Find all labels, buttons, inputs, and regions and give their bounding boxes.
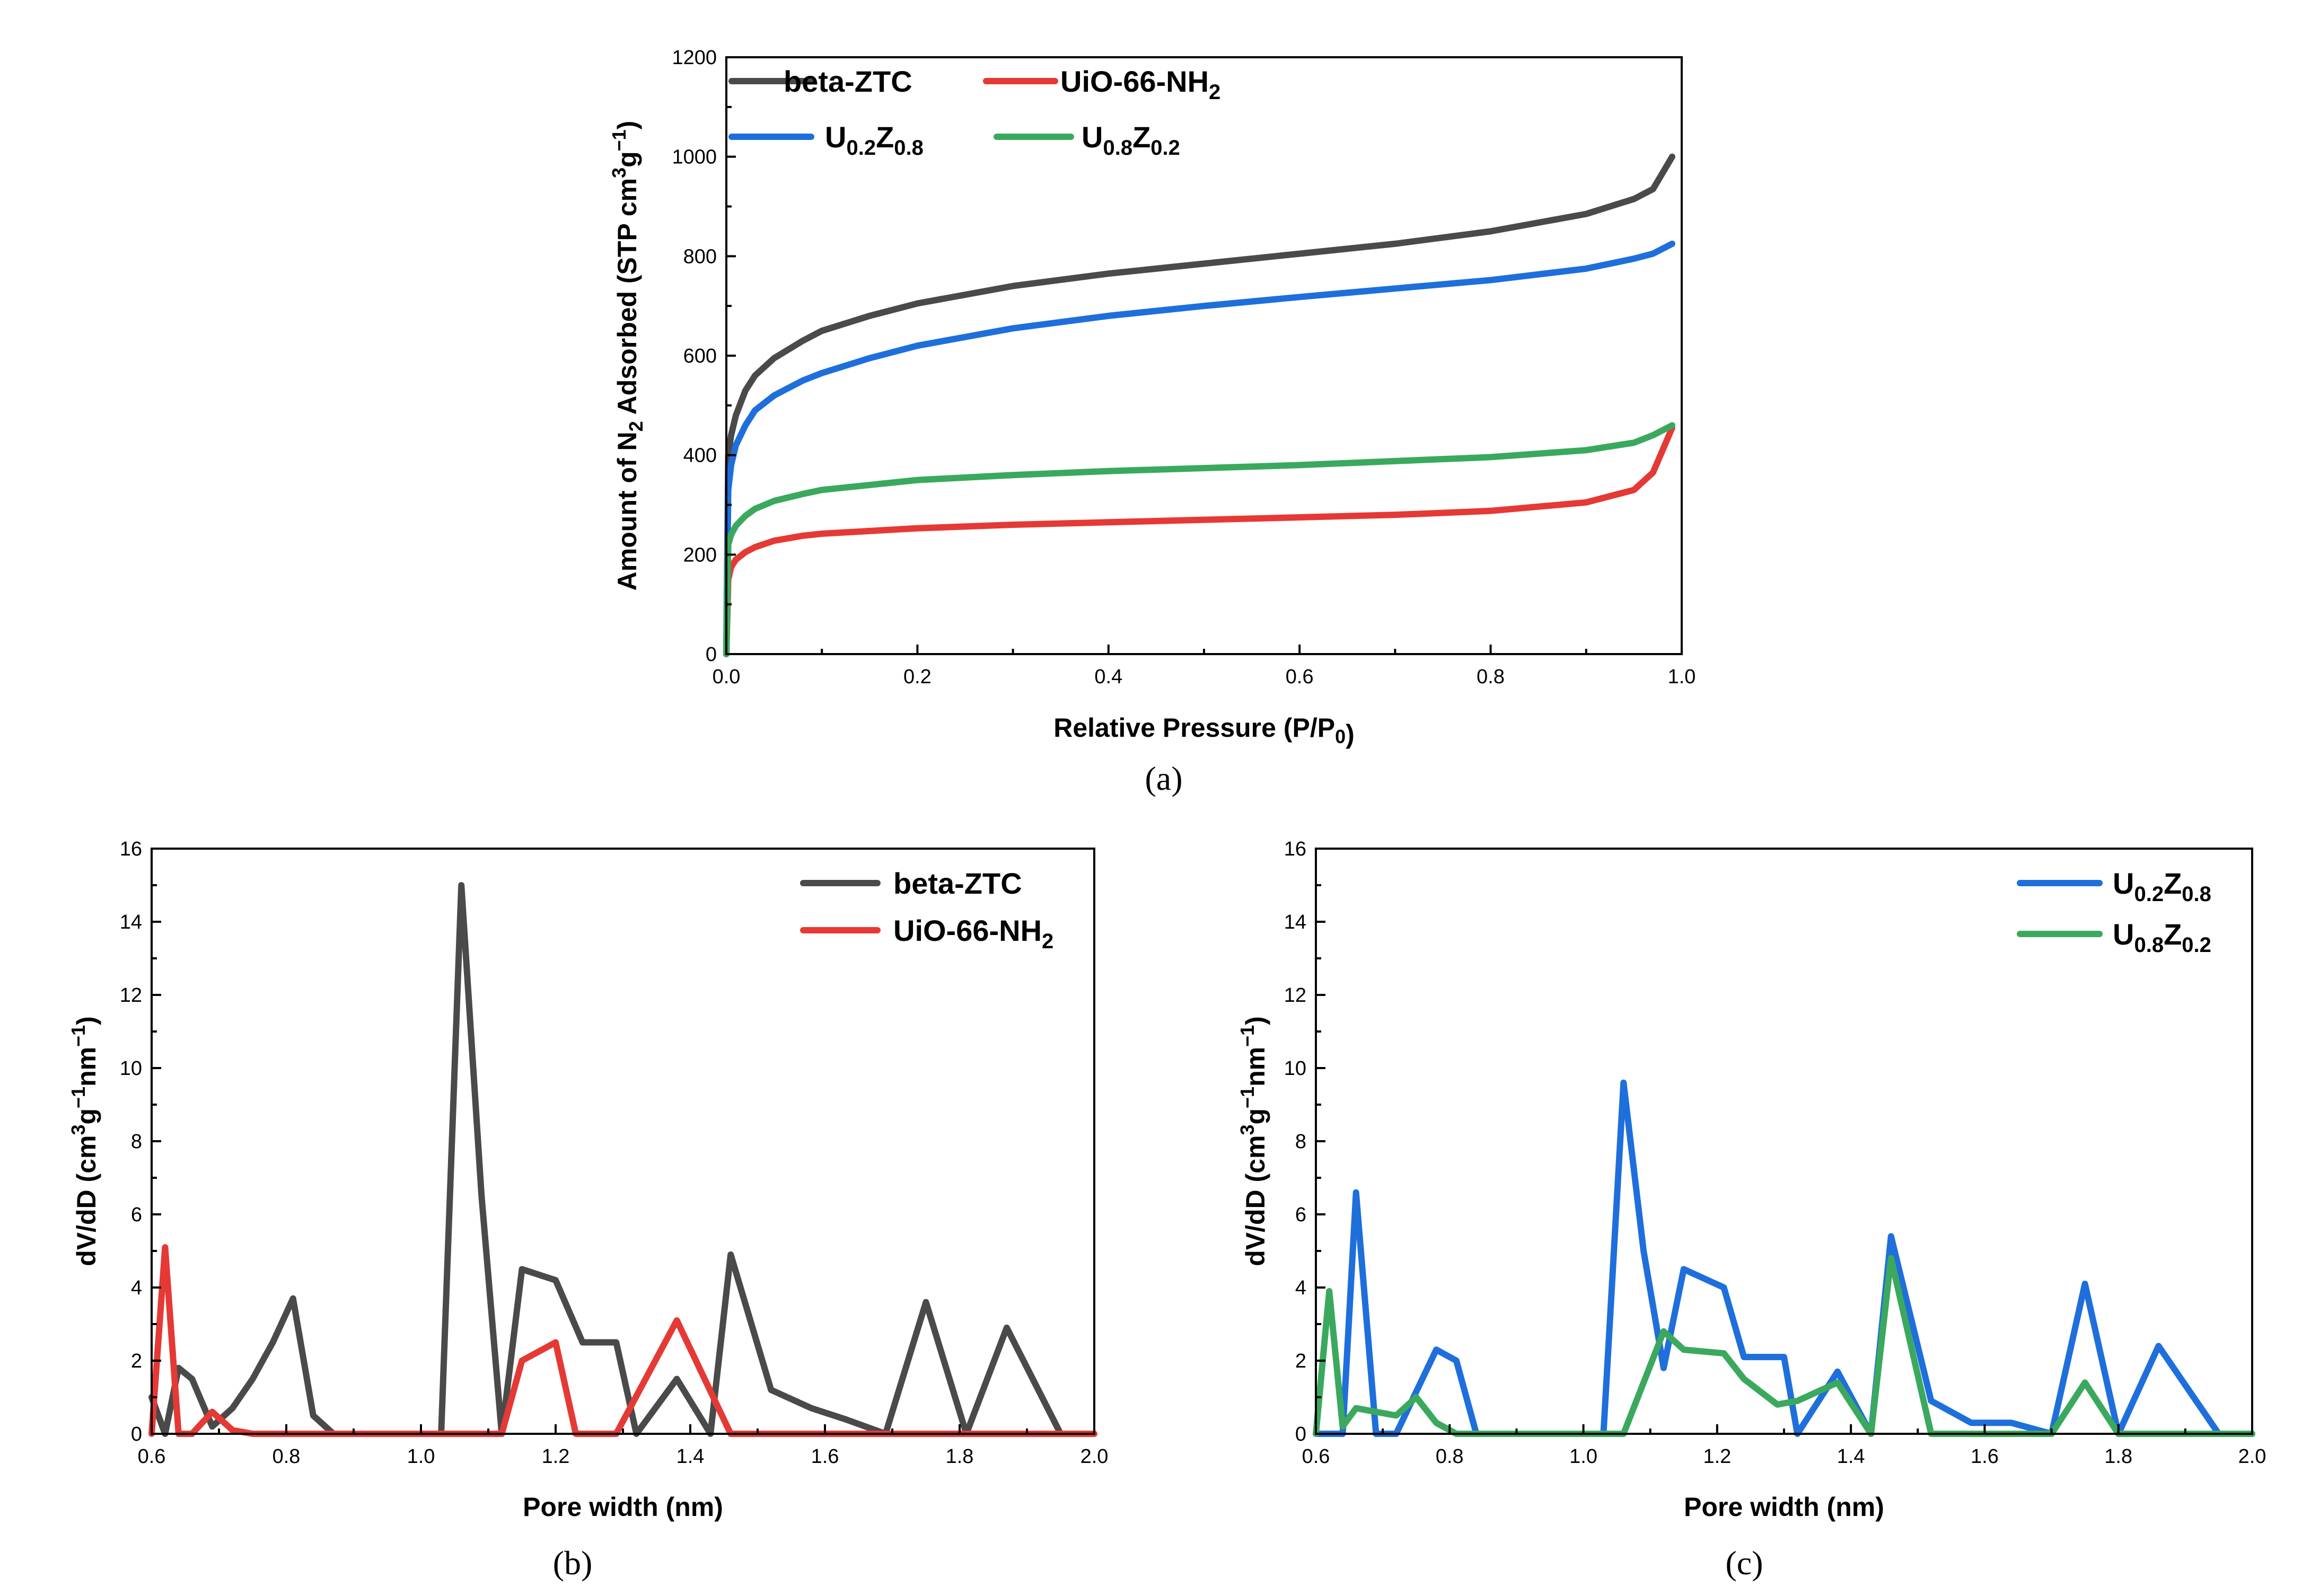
axes-c: 0.6 0.8 1.0 1.2 1.4 1.6 1.8 2.0 0 2 4 6 8 10 12 14 16 bbox=[1284, 838, 2266, 1468]
panel-c: 0.6 0.8 1.0 1.2 1.4 1.6 1.8 2.0 0 2 4 6 8 10 12 14 16 Po… bbox=[1236, 838, 2266, 1582]
x-tick-label: 0.6 bbox=[138, 1445, 166, 1468]
x-tick-label: 0.6 bbox=[1302, 1445, 1330, 1468]
y-axis-title-c: dV/dD (cm3g−1nm−1) bbox=[1236, 1016, 1270, 1266]
x-tick-label: 1.0 bbox=[1569, 1445, 1597, 1468]
y-tick-label: 16 bbox=[1284, 838, 1306, 860]
x-tick-label: 0.8 bbox=[1477, 666, 1505, 688]
x-axis-title-c: Pore width (nm) bbox=[1684, 1492, 1884, 1522]
y-tick-label: 16 bbox=[120, 838, 142, 860]
legend-c: U0.2Z0.8 U0.8Z0.2 bbox=[2017, 867, 2211, 957]
y-tick-label: 4 bbox=[131, 1277, 142, 1299]
series-line-uio-66-nh2 bbox=[148, 1244, 1097, 1437]
y-tick-label: 4 bbox=[1295, 1277, 1306, 1299]
legend-b: beta-ZTC UiO-66-NH2 bbox=[800, 867, 1053, 953]
y-tick-label: 6 bbox=[131, 1204, 142, 1226]
series-line-u0-2z0-8 bbox=[1313, 1079, 2255, 1437]
legend-label-beta-ztc: beta-ZTC bbox=[784, 65, 912, 98]
x-tick-label: 2.0 bbox=[1080, 1445, 1109, 1468]
x-tick-label: 1.2 bbox=[1703, 1445, 1731, 1468]
x-axis-title-b: Pore width (nm) bbox=[523, 1492, 723, 1522]
x-tick-label: 0.6 bbox=[1286, 666, 1314, 688]
x-tick-label: 0.8 bbox=[273, 1445, 301, 1468]
series-layer bbox=[1313, 1079, 2255, 1437]
y-tick-label: 8 bbox=[1295, 1131, 1306, 1153]
y-tick-label: 14 bbox=[120, 911, 142, 933]
series-line-beta-ztc bbox=[723, 153, 1675, 657]
panel-label-b: (b) bbox=[553, 1544, 593, 1582]
x-tick-label: 0.8 bbox=[1436, 1445, 1464, 1468]
x-tick-label: 2.0 bbox=[2238, 1445, 2266, 1468]
series-layer bbox=[723, 153, 1675, 657]
series-line-uio-66-nh2 bbox=[723, 425, 1675, 657]
panel-a: 0.0 0.2 0.4 0.6 0.8 1.0020040060080010001200 … bbox=[608, 47, 1695, 797]
x-tick-label: 1.6 bbox=[1971, 1445, 1999, 1468]
series-line-u0-2z0-8 bbox=[723, 240, 1675, 657]
legend-label-u02z08: U0.2Z0.8 bbox=[825, 120, 924, 160]
x-tick-label: 1.8 bbox=[946, 1445, 974, 1468]
x-tick-label: 1.4 bbox=[1837, 1445, 1865, 1468]
panel-label-a: (a) bbox=[1145, 760, 1182, 797]
x-tick-label: 0.0 bbox=[713, 666, 741, 688]
legend-label-u08z02: U0.8Z0.2 bbox=[1082, 120, 1180, 160]
x-axis-title-a: Relative Pressure (P/P0) bbox=[1053, 713, 1355, 749]
y-tick-label: 12 bbox=[120, 984, 142, 1007]
y-tick-label: 0 bbox=[706, 643, 717, 666]
panel-b: 0.6 0.8 1.0 1.2 1.4 1.6 1.8 2.0 0 2 4 6 8 10 12 14 16 Po… bbox=[67, 838, 1108, 1582]
x-tick-label: 1.2 bbox=[542, 1445, 570, 1468]
x-tick-label: 1.8 bbox=[2104, 1445, 2132, 1468]
y-tick-label: 14 bbox=[1284, 911, 1306, 933]
y-tick-label: 1000 bbox=[672, 146, 717, 169]
x-tick-label: 0.4 bbox=[1094, 666, 1122, 688]
y-axis-title-b: dV/dD (cm3g−1nm−1) bbox=[67, 1016, 101, 1266]
y-tick-label: 2 bbox=[1295, 1350, 1306, 1372]
legend-label-u08z02-c: U0.8Z0.2 bbox=[2113, 918, 2211, 957]
y-tick-label: 8 bbox=[131, 1131, 142, 1153]
legend-label-uio-66-nh2: UiO-66-NH2 bbox=[1060, 65, 1220, 104]
axes-a: 0.0 0.2 0.4 0.6 0.8 1.0 0 200 400 600 800 1000 1200 bbox=[672, 47, 1695, 688]
y-tick-label: 600 bbox=[683, 345, 717, 367]
x-tick-label: 1.0 bbox=[407, 1445, 435, 1468]
y-tick-label: 1200 bbox=[672, 47, 717, 69]
series-line-u0-8z0-2 bbox=[723, 422, 1675, 657]
y-tick-label: 400 bbox=[683, 445, 717, 467]
y-tick-label: 0 bbox=[1295, 1423, 1306, 1445]
y-tick-label: 6 bbox=[1295, 1204, 1306, 1226]
y-tick-label: 10 bbox=[1284, 1057, 1306, 1080]
y-tick-label: 200 bbox=[683, 544, 717, 566]
plot-frame-c bbox=[1315, 848, 2253, 1435]
legend-label-beta-ztc-b: beta-ZTC bbox=[893, 867, 1022, 900]
x-tick-label: 1.0 bbox=[1668, 666, 1696, 688]
y-tick-label: 10 bbox=[120, 1057, 142, 1080]
legend-label-uio-66-nh2-b: UiO-66-NH2 bbox=[893, 914, 1053, 953]
x-tick-label: 0.2 bbox=[903, 666, 932, 688]
y-axis-title-a: Amount of N2 Adsorbed (STP cm3g−1) bbox=[608, 121, 647, 591]
y-tick-label: 12 bbox=[1284, 984, 1306, 1007]
legend-label-u02z08-c: U0.2Z0.8 bbox=[2113, 867, 2211, 906]
axes-b: 0.6 0.8 1.0 1.2 1.4 1.6 1.8 2.0 0 2 4 6 8 10 12 14 16 bbox=[120, 838, 1109, 1468]
y-tick-label: 800 bbox=[683, 245, 717, 268]
series-layer bbox=[148, 882, 1097, 1437]
legend-a: beta-ZTC UiO-66-NH2 U0.2Z0.8 U0.8Z0.2 bbox=[728, 65, 1220, 160]
panel-label-c: (c) bbox=[1725, 1544, 1763, 1582]
series-line-beta-ztc bbox=[148, 882, 1064, 1437]
y-tick-label: 0 bbox=[131, 1423, 142, 1445]
y-tick-label: 2 bbox=[131, 1350, 142, 1372]
x-tick-label: 1.6 bbox=[811, 1445, 839, 1468]
x-tick-label: 1.4 bbox=[676, 1445, 705, 1468]
